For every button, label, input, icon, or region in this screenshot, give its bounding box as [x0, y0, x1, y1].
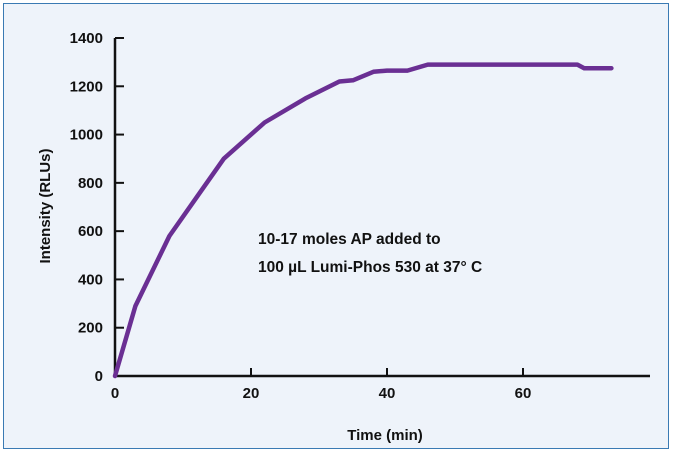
annotation-line-1: 10-17 moles AP added to: [258, 231, 441, 248]
annotation-line-2: 100 µL Lumi-Phos 530 at 37° C: [258, 259, 482, 276]
y-tick-label: 600: [78, 223, 103, 240]
y-tick-label: 1400: [70, 30, 103, 47]
x-axis-label: Time (min): [347, 427, 423, 444]
x-tick-label: 0: [111, 385, 119, 402]
y-tick-label: 400: [78, 271, 103, 288]
x-axis-ticks: 0 20 40 60: [111, 368, 532, 402]
x-tick-label: 60: [515, 385, 532, 402]
series-points: [115, 64, 612, 376]
y-tick-label: 1200: [70, 78, 103, 95]
x-tick-label: 20: [243, 385, 260, 402]
y-axis-label: Intensity (RLUs): [37, 148, 54, 263]
y-tick-label: 0: [95, 368, 103, 385]
y-tick-label: 200: [78, 320, 103, 337]
x-tick-label: 40: [379, 385, 396, 402]
series-line: [115, 65, 611, 376]
y-tick-label: 800: [78, 175, 103, 192]
y-tick-label: 1000: [70, 127, 103, 144]
